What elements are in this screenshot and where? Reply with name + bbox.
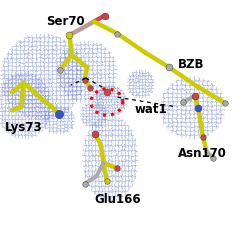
- Text: Lys73: Lys73: [5, 121, 43, 134]
- Text: Glu166: Glu166: [94, 193, 141, 206]
- Text: wat1: wat1: [135, 103, 168, 116]
- Text: Ser70: Ser70: [47, 15, 85, 28]
- Text: Asn170: Asn170: [178, 147, 227, 160]
- Text: BZB: BZB: [178, 58, 205, 71]
